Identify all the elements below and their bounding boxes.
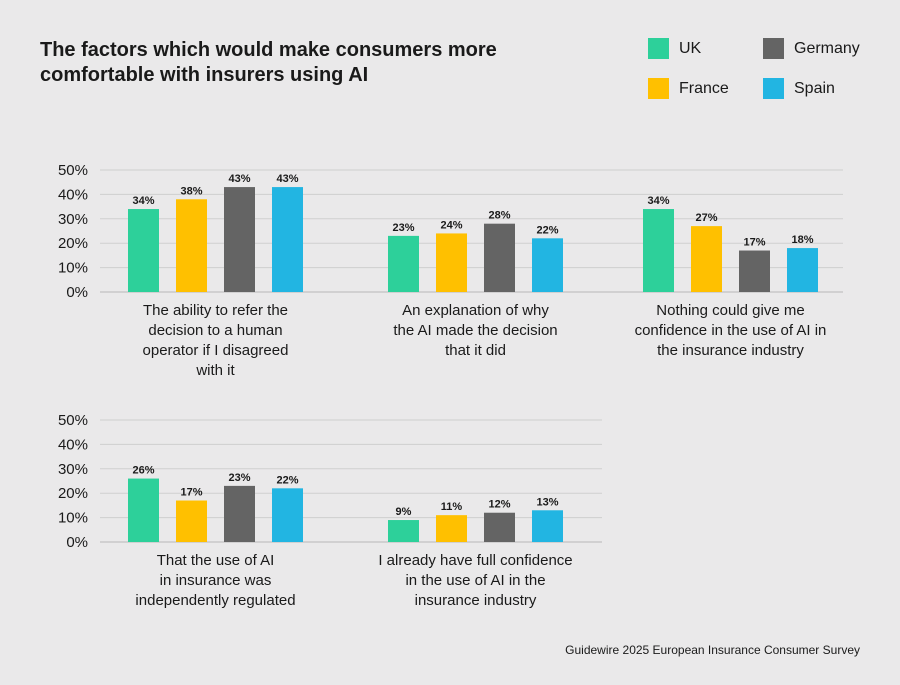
category-label: confidence in the use of AI in — [635, 322, 827, 339]
bar-spain — [272, 187, 303, 292]
data-label: 11% — [441, 501, 463, 513]
data-label: 34% — [647, 195, 669, 207]
source-note: Guidewire 2025 European Insurance Consum… — [565, 643, 860, 657]
data-label: 38% — [180, 185, 202, 197]
bar-uk — [128, 209, 159, 292]
legend-label-france: France — [679, 79, 729, 97]
bar-france — [176, 500, 207, 542]
data-label: 34% — [132, 195, 154, 207]
category-label: in insurance was — [160, 572, 272, 589]
bar-uk — [128, 478, 159, 542]
chart-title: The factors which would make consumers m… — [40, 39, 497, 86]
bar-spain — [787, 248, 818, 292]
data-label: 22% — [536, 224, 558, 236]
data-label: 18% — [791, 234, 813, 246]
data-label: 22% — [276, 474, 298, 486]
data-label: 17% — [743, 237, 765, 249]
bar-france — [691, 226, 722, 292]
y-tick-label: 40% — [58, 436, 88, 453]
bar-germany — [484, 223, 515, 292]
y-tick-label: 30% — [58, 211, 88, 228]
y-tick-label: 40% — [58, 186, 88, 203]
legend-label-germany: Germany — [794, 39, 860, 57]
data-label: 27% — [695, 212, 717, 224]
legend-item-uk: UK — [648, 38, 701, 59]
category-label: The ability to refer the — [143, 302, 288, 319]
category-label: independently regulated — [135, 592, 295, 609]
category-label: in the use of AI in the — [405, 572, 545, 589]
bar-uk — [388, 235, 419, 292]
category-label: operator if I disagreed — [143, 342, 289, 359]
category-label: That the use of AI — [157, 552, 275, 569]
bar-uk — [388, 520, 419, 542]
legend-swatch-france — [648, 78, 669, 99]
bar-france — [176, 199, 207, 292]
data-label: 23% — [392, 222, 414, 234]
category-label: that it did — [445, 342, 506, 359]
data-label: 26% — [132, 465, 154, 477]
category-label: Nothing could give me — [656, 302, 804, 319]
legend-item-germany: Germany — [763, 38, 860, 59]
bar-uk — [643, 209, 674, 292]
bar-germany — [224, 187, 255, 292]
legend-swatch-germany — [763, 38, 784, 59]
legend-swatch-spain — [763, 78, 784, 99]
category-label: An explanation of why — [402, 302, 549, 319]
data-label: 23% — [228, 472, 250, 484]
legend-label-uk: UK — [679, 39, 702, 57]
legend: UK Germany France Spain — [648, 38, 888, 108]
y-tick-label: 50% — [58, 412, 88, 429]
data-label: 43% — [228, 173, 250, 185]
category-label: the AI made the decision — [393, 322, 557, 339]
data-label: 43% — [276, 173, 298, 185]
bar-spain — [532, 510, 563, 542]
y-tick-label: 10% — [58, 510, 88, 527]
y-tick-label: 20% — [58, 485, 88, 502]
data-label: 24% — [440, 219, 462, 231]
category-label: I already have full confidence — [378, 552, 572, 569]
y-tick-label: 20% — [58, 235, 88, 252]
category-label: with it — [195, 362, 235, 379]
y-tick-label: 10% — [58, 260, 88, 277]
bar-germany — [224, 485, 255, 542]
bar-spain — [272, 488, 303, 542]
data-label: 13% — [536, 496, 558, 508]
bar-spain — [532, 238, 563, 292]
data-label: 12% — [488, 499, 510, 511]
category-label: decision to a human — [148, 322, 282, 339]
y-tick-label: 0% — [66, 284, 88, 301]
data-label: 28% — [488, 210, 510, 222]
bar-france — [436, 233, 467, 292]
legend-item-france: France — [648, 78, 729, 99]
data-label: 17% — [180, 487, 202, 499]
y-tick-label: 50% — [58, 162, 88, 179]
y-tick-label: 0% — [66, 534, 88, 551]
bar-germany — [484, 512, 515, 542]
legend-item-spain: Spain — [763, 78, 835, 99]
bar-germany — [739, 250, 770, 292]
legend-label-spain: Spain — [794, 79, 835, 97]
y-tick-label: 30% — [58, 461, 88, 478]
category-label: insurance industry — [415, 592, 537, 609]
data-label: 9% — [396, 506, 412, 518]
category-label: the insurance industry — [657, 342, 804, 359]
bar-france — [436, 515, 467, 542]
legend-swatch-uk — [648, 38, 669, 59]
